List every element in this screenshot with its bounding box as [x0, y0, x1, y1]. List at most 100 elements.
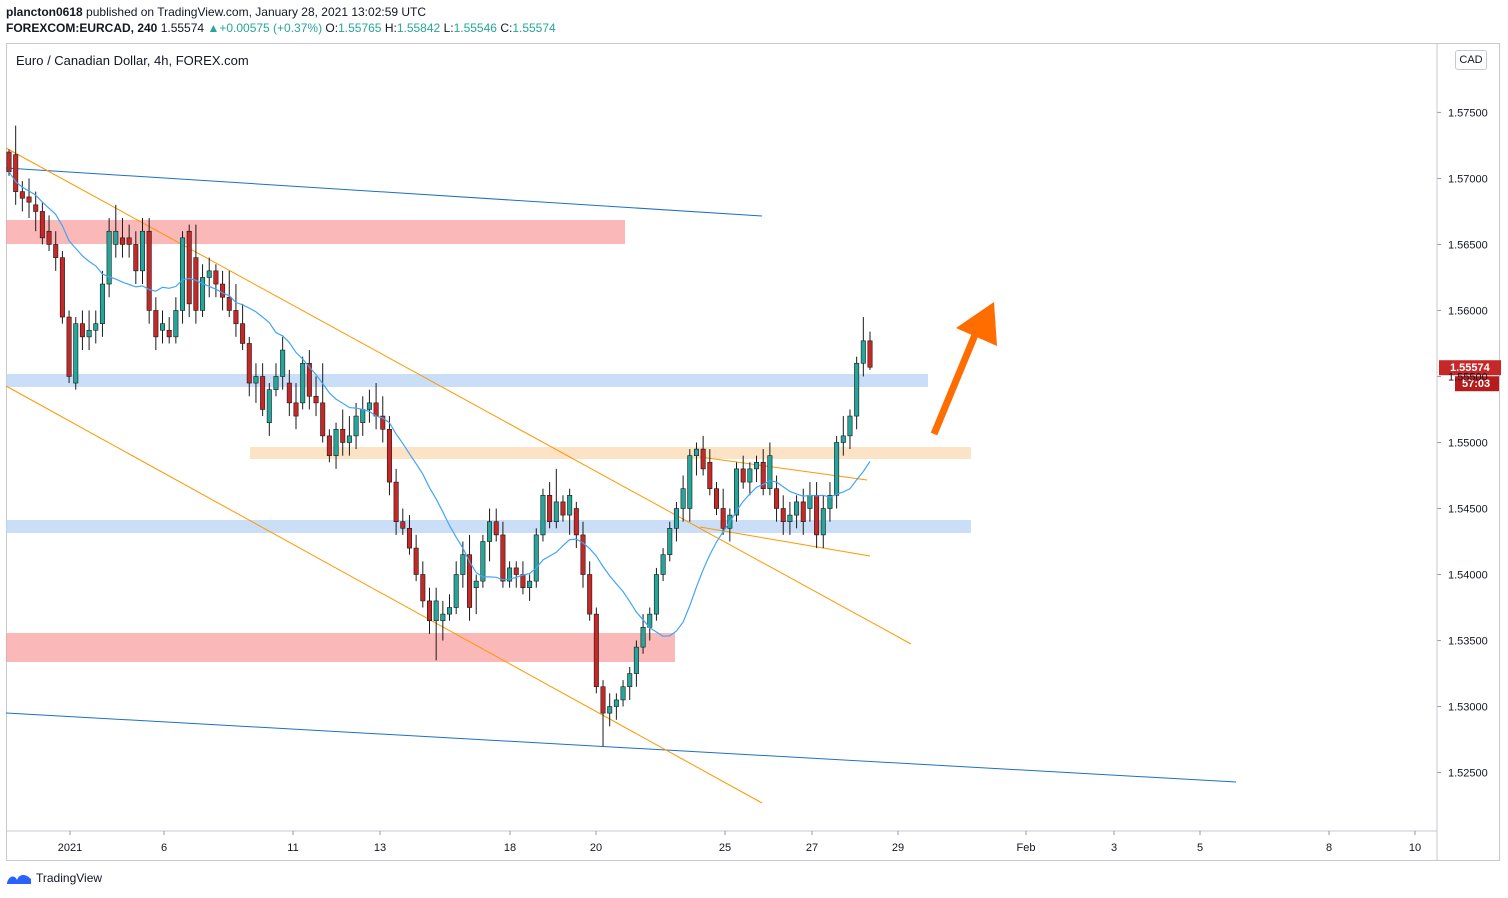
candle-body — [86, 329, 92, 338]
candle-body — [413, 547, 419, 575]
candle-body — [593, 613, 599, 688]
price-tick-label: 1.53500 — [1448, 636, 1488, 648]
candle-body — [6, 151, 12, 173]
candle-body — [587, 574, 593, 615]
candle-body — [687, 455, 693, 509]
candle-body — [680, 488, 686, 509]
candle-body — [527, 580, 533, 589]
candle-body — [186, 230, 192, 305]
candle-body — [760, 461, 766, 489]
candle-body — [33, 204, 39, 212]
symbol-label: FOREXCOM:EURCAD, 240 — [6, 21, 158, 35]
candle-body — [600, 686, 606, 714]
lower-channel-line — [5, 712, 1237, 783]
time-tick-label: 25 — [719, 842, 731, 854]
price-axis: 1.57500 1.57000 1.56500 1.56000 1.55500 1.550… — [1436, 44, 1488, 860]
candle-body — [260, 376, 266, 410]
candle-body — [373, 402, 379, 417]
candle-body — [633, 646, 639, 674]
candle-body — [754, 461, 760, 470]
candle-body — [180, 237, 186, 311]
candle-body — [820, 508, 826, 536]
flag-bottom-line — [699, 526, 871, 557]
candle-body — [800, 501, 806, 522]
price-tick-label: 1.54000 — [1448, 570, 1488, 582]
candle-body — [440, 613, 446, 622]
time-tick-label: 10 — [1409, 842, 1421, 854]
candle-body — [607, 706, 613, 714]
candle-body — [774, 488, 780, 509]
current-price-badge — [1439, 360, 1501, 376]
candle-body — [220, 283, 226, 298]
candle-body — [653, 574, 659, 615]
candle-body — [707, 461, 713, 489]
candle-body — [867, 340, 873, 368]
candle-body — [547, 494, 553, 522]
candle-body — [747, 468, 753, 483]
time-tick-label: 3 — [1111, 842, 1117, 854]
candle-body — [700, 448, 706, 470]
candle-body — [39, 211, 45, 239]
candle-body — [286, 382, 292, 404]
support-zone-lower — [6, 633, 675, 662]
chart-title: Euro / Canadian Dollar, 4h, FOREX.com — [16, 53, 249, 68]
candle-body — [380, 415, 386, 430]
candle-body — [660, 554, 666, 575]
published-text: published on TradingView.com, January 28… — [86, 5, 427, 19]
currency-button[interactable]: CAD — [1455, 50, 1487, 70]
candle-body — [346, 435, 352, 443]
low-value: 1.55546 — [453, 21, 497, 35]
candle-body — [326, 435, 332, 456]
candle-body — [253, 376, 259, 384]
author-name[interactable]: plancton0618 — [6, 5, 83, 19]
candle-body — [854, 362, 860, 417]
candle-body — [860, 340, 866, 364]
price-tick-label: 1.57500 — [1448, 107, 1488, 119]
candle-body — [333, 428, 339, 456]
candle-body — [553, 501, 559, 522]
candle-body — [560, 501, 566, 516]
arrow-head-icon — [956, 302, 997, 346]
candle-body — [19, 191, 25, 199]
candle-body — [433, 600, 439, 622]
high-label: H: — [384, 21, 397, 35]
time-tick-label: Feb — [1017, 842, 1036, 854]
candle-body — [26, 196, 32, 203]
candle-body — [420, 574, 426, 602]
candle-body — [640, 627, 646, 648]
candle-body — [206, 270, 212, 278]
candle-body — [453, 574, 459, 608]
lower-trend-line — [5, 385, 763, 804]
candle-body — [720, 508, 726, 529]
candle-body — [193, 257, 199, 311]
candle-body — [480, 541, 486, 582]
candle-body — [126, 237, 132, 245]
price-tick-label: 1.55000 — [1448, 437, 1488, 449]
up-triangle-icon: ▲ — [207, 21, 220, 35]
candle-body — [467, 554, 473, 608]
candle-body — [106, 230, 112, 285]
candle-body — [160, 323, 166, 331]
candle-body — [173, 310, 179, 338]
time-tick-label: 18 — [504, 842, 516, 854]
arrow-shaft — [930, 328, 981, 436]
candle-body — [393, 481, 399, 522]
candle-body — [79, 323, 85, 338]
candle-body — [153, 310, 159, 338]
moving-average-line — [8, 171, 871, 637]
candle-body — [200, 277, 206, 311]
candle-body — [673, 508, 679, 529]
candle-body — [386, 428, 392, 483]
price-tick-label: 1.56500 — [1448, 239, 1488, 251]
candle-body — [306, 362, 312, 397]
footer-brand[interactable]: TradingView — [6, 871, 102, 885]
change-value: +0.00575 (+0.37%) — [219, 21, 323, 35]
candle-body — [13, 154, 19, 192]
time-tick-label: 13 — [374, 842, 386, 854]
candle-body — [627, 673, 633, 688]
candle-body — [146, 230, 152, 311]
candle-body — [787, 514, 793, 522]
price-tick-label: 1.54500 — [1448, 503, 1488, 515]
candle-body — [573, 508, 579, 536]
